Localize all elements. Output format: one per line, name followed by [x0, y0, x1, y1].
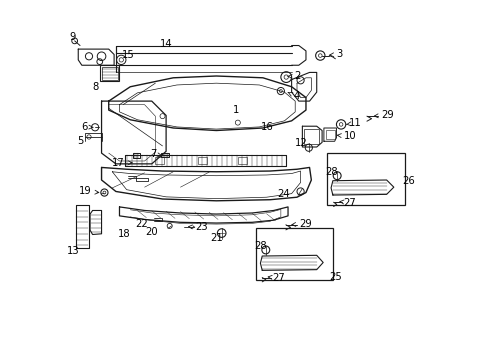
- Text: 3: 3: [330, 49, 343, 59]
- Text: 22: 22: [136, 219, 148, 229]
- Bar: [161, 153, 170, 157]
- Text: 15: 15: [122, 50, 135, 60]
- Bar: [100, 65, 120, 81]
- Text: 27: 27: [268, 273, 285, 283]
- Bar: [238, 157, 247, 164]
- Text: 6: 6: [81, 122, 93, 132]
- Text: 17: 17: [112, 158, 132, 168]
- Text: 2: 2: [288, 71, 300, 81]
- Text: 11: 11: [346, 118, 362, 128]
- Bar: [304, 129, 319, 144]
- Text: 8: 8: [92, 82, 98, 92]
- Bar: [326, 130, 335, 139]
- Text: 14: 14: [160, 40, 172, 49]
- Text: 27: 27: [340, 198, 356, 208]
- Text: 5: 5: [77, 136, 83, 146]
- Text: 26: 26: [402, 176, 415, 186]
- Bar: [256, 228, 333, 280]
- Text: 13: 13: [67, 246, 79, 256]
- Bar: [133, 153, 140, 158]
- Text: 29: 29: [374, 110, 394, 120]
- Bar: [101, 67, 118, 80]
- Text: 12: 12: [294, 139, 307, 148]
- Text: 9: 9: [69, 32, 75, 42]
- Text: 28: 28: [325, 167, 338, 177]
- Text: 16: 16: [261, 122, 273, 132]
- Text: 24: 24: [277, 189, 290, 199]
- Text: 23: 23: [189, 222, 207, 232]
- Text: 19: 19: [79, 186, 99, 197]
- Text: 29: 29: [292, 219, 312, 229]
- Text: 1: 1: [233, 105, 239, 115]
- Text: 25: 25: [329, 272, 342, 282]
- Bar: [155, 157, 164, 164]
- Text: 7: 7: [150, 149, 162, 159]
- Text: 18: 18: [118, 229, 130, 239]
- Text: 28: 28: [254, 241, 267, 251]
- Text: 4: 4: [288, 91, 300, 102]
- Text: 20: 20: [146, 227, 158, 237]
- Text: 10: 10: [337, 131, 356, 141]
- Bar: [327, 153, 405, 205]
- Text: 21: 21: [211, 233, 223, 243]
- Bar: [198, 157, 207, 164]
